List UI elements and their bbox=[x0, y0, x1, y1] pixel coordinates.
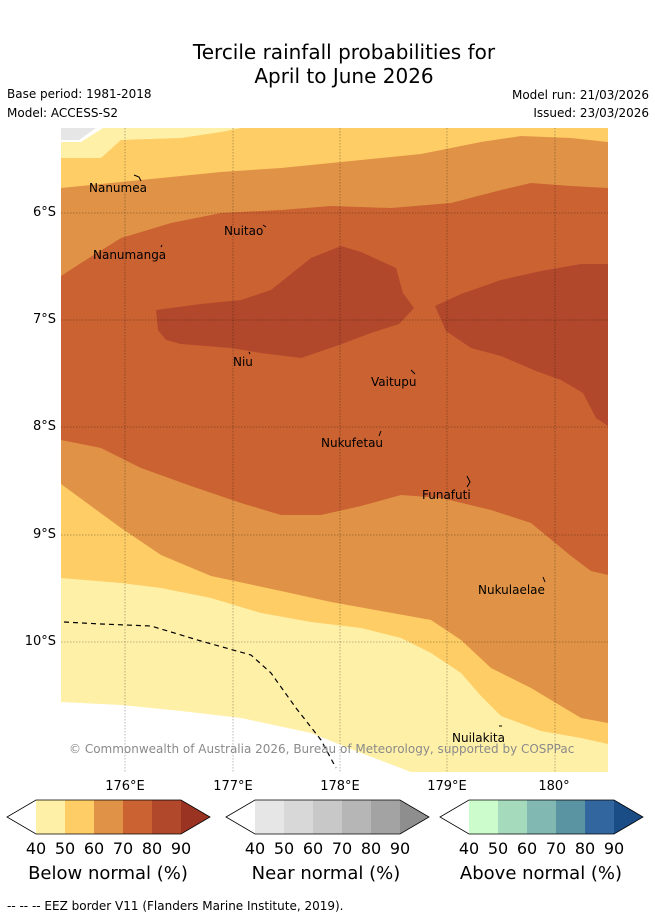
colorbar-under-arrow bbox=[440, 800, 469, 834]
colorbar-below-normal bbox=[6, 799, 211, 835]
cb1-tick-70: 70 bbox=[331, 839, 353, 858]
place-nukufetau: Nukufetau bbox=[321, 436, 384, 450]
model-run: Model run: 21/03/2026 bbox=[511, 88, 649, 102]
colorbar-segment bbox=[527, 800, 556, 834]
cb1-tick-40: 40 bbox=[244, 839, 266, 858]
cb2-tick-60: 60 bbox=[516, 839, 538, 858]
colorbar-over-arrow bbox=[614, 800, 643, 834]
cb2-tick-80: 80 bbox=[574, 839, 596, 858]
colorbar-segment bbox=[152, 800, 181, 834]
cb2-tick-70: 70 bbox=[545, 839, 567, 858]
colorbar-outline bbox=[6, 799, 211, 835]
cb-title-above: Above normal (%) bbox=[459, 863, 623, 884]
colorbar-segment bbox=[371, 800, 400, 834]
cb-title-below: Below normal (%) bbox=[28, 863, 188, 884]
rainfall-map bbox=[61, 128, 608, 772]
place-vaitupu: Vaitupu bbox=[371, 375, 417, 389]
cb0-tick-80: 80 bbox=[141, 839, 163, 858]
island-nukulaelae bbox=[542, 576, 546, 583]
band-70-80 bbox=[61, 183, 608, 575]
cb-title-near: Near normal (%) bbox=[251, 863, 401, 884]
lat-label-6: 6°S bbox=[32, 205, 56, 220]
colorbar-segment bbox=[284, 800, 313, 834]
island-niu bbox=[248, 351, 251, 355]
band-below-40 bbox=[61, 702, 411, 772]
colorbar-above-normal bbox=[439, 799, 644, 835]
cb0-tick-60: 60 bbox=[83, 839, 105, 858]
place-nanumanga: Nanumanga bbox=[93, 248, 167, 262]
island-marks bbox=[133, 174, 546, 727]
cb1-tick-60: 60 bbox=[302, 839, 324, 858]
colorbar-segment bbox=[585, 800, 614, 834]
island-funafuti bbox=[466, 475, 471, 488]
band-80-90-right bbox=[435, 264, 608, 426]
island-nanumanga bbox=[160, 244, 163, 248]
colorbar-segment bbox=[469, 800, 498, 834]
place-nuitao: Nuitao bbox=[224, 224, 264, 238]
band-grey-corner bbox=[61, 128, 96, 140]
colorbar-segment bbox=[342, 800, 371, 834]
cb0-tick-70: 70 bbox=[112, 839, 134, 858]
island-nukufetau bbox=[378, 430, 382, 437]
lon-label-179: 179°E bbox=[427, 779, 467, 794]
cb2-tick-90: 90 bbox=[603, 839, 625, 858]
lon-label-180: 180° bbox=[538, 779, 570, 794]
credit-text: © Commonwealth of Australia 2026, Bureau… bbox=[69, 742, 575, 756]
band-80-90-center bbox=[156, 246, 414, 358]
lat-label-8: 8°S bbox=[32, 419, 56, 434]
colorbar-segment bbox=[313, 800, 342, 834]
cb0-tick-50: 50 bbox=[54, 839, 76, 858]
colorbar-segment bbox=[94, 800, 123, 834]
place-niu: Niu bbox=[233, 355, 253, 369]
colorbar-segment bbox=[255, 800, 284, 834]
graticule bbox=[61, 128, 608, 772]
cb1-tick-80: 80 bbox=[360, 839, 382, 858]
lon-label-177: 177°E bbox=[213, 779, 253, 794]
colorbar-segment bbox=[498, 800, 527, 834]
colorbar-under-arrow bbox=[7, 800, 36, 834]
cb0-tick-90: 90 bbox=[170, 839, 192, 858]
map-title: Tercile rainfall probabilities for April… bbox=[0, 40, 655, 88]
place-nukulaelae: Nukulaelae bbox=[478, 583, 545, 597]
colorbar-under-arrow bbox=[226, 800, 255, 834]
colorbar-outline bbox=[439, 799, 644, 835]
colorbar-segment bbox=[65, 800, 94, 834]
cb2-tick-50: 50 bbox=[487, 839, 509, 858]
place-nuilakita: Nuilakita bbox=[452, 731, 505, 745]
colorbar-outline bbox=[225, 799, 430, 835]
lon-label-178: 178°E bbox=[320, 779, 360, 794]
island-vaitupu bbox=[410, 369, 416, 375]
place-funafuti: Funafuti bbox=[422, 488, 471, 502]
colorbar-segment bbox=[123, 800, 152, 834]
model-name: Model: ACCESS-S2 bbox=[7, 106, 119, 120]
colorbar-segment bbox=[556, 800, 585, 834]
lon-label-176: 176°E bbox=[105, 779, 145, 794]
cb2-tick-40: 40 bbox=[458, 839, 480, 858]
colorbar-over-arrow bbox=[181, 800, 210, 834]
eez-footer-note: -- -- -- EEZ border V11 (Flanders Marine… bbox=[7, 899, 344, 913]
base-period: Base period: 1981-2018 bbox=[7, 87, 152, 101]
island-nanumea bbox=[133, 174, 142, 182]
place-nanumea: Nanumea bbox=[89, 181, 147, 195]
island-nuitao bbox=[262, 224, 267, 228]
lat-label-10: 10°S bbox=[24, 634, 56, 649]
title-line-1: Tercile rainfall probabilities for bbox=[192, 40, 496, 64]
colorbar-over-arrow bbox=[400, 800, 429, 834]
cb0-tick-40: 40 bbox=[25, 839, 47, 858]
cb1-tick-90: 90 bbox=[389, 839, 411, 858]
eez-border bbox=[63, 621, 337, 769]
issued-date: Issued: 23/03/2026 bbox=[533, 106, 649, 120]
lat-label-9: 9°S bbox=[32, 527, 56, 542]
cb1-tick-50: 50 bbox=[273, 839, 295, 858]
colorbar-segment bbox=[36, 800, 65, 834]
title-line-2: April to June 2026 bbox=[254, 64, 434, 88]
colorbar-near-normal bbox=[225, 799, 430, 835]
lat-label-7: 7°S bbox=[32, 312, 56, 327]
